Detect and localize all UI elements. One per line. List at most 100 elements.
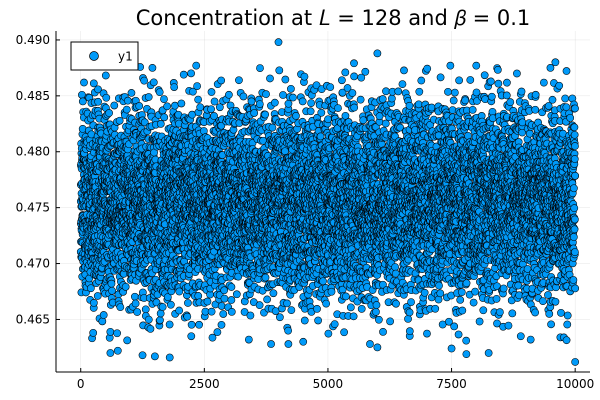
data-point [80,78,88,87]
data-point [187,332,196,341]
data-point [193,82,201,90]
data-point [250,109,259,117]
data-point [319,277,327,286]
data-point [86,284,95,293]
data-point [123,336,132,345]
data-point [89,299,98,307]
data-point [89,79,98,88]
data-point [255,301,264,310]
data-point [99,311,108,319]
data-point [156,120,165,128]
data-point [101,71,110,80]
data-point [105,109,113,117]
data-point [165,320,174,329]
data-point [93,292,102,300]
points-layer [76,38,580,366]
data-point [141,305,150,314]
data-point [98,317,107,326]
data-point [263,295,272,304]
data-point [144,315,153,324]
data-point [170,83,179,91]
data-point [133,308,142,316]
data-point [78,97,87,106]
data-point [166,300,175,309]
data-point [298,97,307,106]
data-point [213,328,222,337]
data-point [196,103,205,112]
data-point [171,101,179,110]
data-point [255,100,264,108]
data-point [192,61,201,70]
data-point [140,76,149,85]
data-point [160,113,169,122]
data-point [217,302,226,310]
data-point [121,282,130,291]
data-point [127,89,136,97]
data-point [225,90,233,99]
data-point [116,303,125,312]
data-point [207,88,216,96]
data-point [78,90,86,99]
data-point [287,306,296,314]
data-point [261,273,270,282]
data-point [146,325,155,333]
data-point [227,296,236,304]
data-point [322,299,331,308]
data-point [300,72,309,81]
data-point [107,279,116,288]
data-point [261,110,270,119]
data-point [187,69,195,78]
data-point [183,312,192,321]
data-point [246,311,255,320]
data-point [217,321,226,329]
data-point [102,93,111,102]
data-point [144,93,153,101]
data-point [108,286,116,295]
data-point [149,78,158,87]
data-point [269,289,278,298]
data-point [207,105,215,114]
data-point [187,320,196,329]
data-point [130,292,139,301]
data-point [289,93,297,102]
data-point [219,310,228,318]
data-point [313,305,321,313]
data-point [175,306,184,315]
data-point [203,297,212,306]
data-point [256,64,264,72]
data-point [94,85,102,94]
data-point [94,97,102,106]
data-point [287,84,295,93]
data-point [247,97,256,106]
data-point [184,299,192,307]
data-point [177,99,186,108]
data-point [122,105,131,114]
data-point [194,292,203,300]
data-point [124,96,132,105]
data-point [217,76,226,85]
data-point [314,316,322,325]
data-point [175,287,184,296]
data-point [262,90,270,99]
data-point [156,316,164,325]
data-point [160,95,168,103]
data-point [115,116,124,125]
data-point [266,74,274,83]
data-point [292,112,300,120]
data-point [106,327,115,336]
data-point [210,97,219,106]
data-point [283,299,291,308]
data-point [275,66,284,75]
data-point [156,309,165,318]
data-point [195,320,203,329]
data-point [317,108,326,117]
data-point [113,329,121,338]
data-point [268,123,277,132]
data-point [163,102,172,111]
data-point [227,283,236,291]
data-point [281,75,290,84]
data-point [194,95,203,104]
data-point [135,102,144,110]
data-point [281,147,289,156]
